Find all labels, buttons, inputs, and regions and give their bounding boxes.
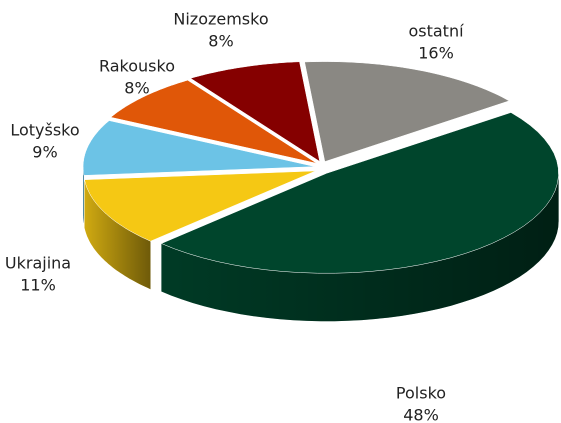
slice-side-shade: [83, 166, 84, 224]
slice-value: 11%: [20, 276, 56, 295]
slice: [190, 61, 321, 162]
slice: [160, 112, 559, 274]
slice-label: ostatní: [408, 22, 464, 41]
slice-label: Ukrajina: [5, 254, 71, 273]
slice-value: 8%: [208, 32, 233, 51]
slice: [110, 79, 317, 164]
slice: [304, 61, 510, 162]
slice-side-shade: [161, 173, 559, 322]
slice-label: Lotyšsko: [10, 121, 79, 140]
slice-label: Nizozemsko: [173, 10, 268, 29]
slice: [82, 120, 316, 176]
slice: [84, 170, 316, 242]
slice-label: Rakousko: [99, 57, 175, 76]
slice-value: 48%: [403, 406, 439, 423]
slice-value: 8%: [124, 79, 149, 98]
slice-label: Polsko: [396, 384, 446, 403]
slice-value: 16%: [418, 44, 454, 63]
slice-value: 9%: [32, 143, 57, 162]
slice-side-shade: [84, 179, 151, 290]
